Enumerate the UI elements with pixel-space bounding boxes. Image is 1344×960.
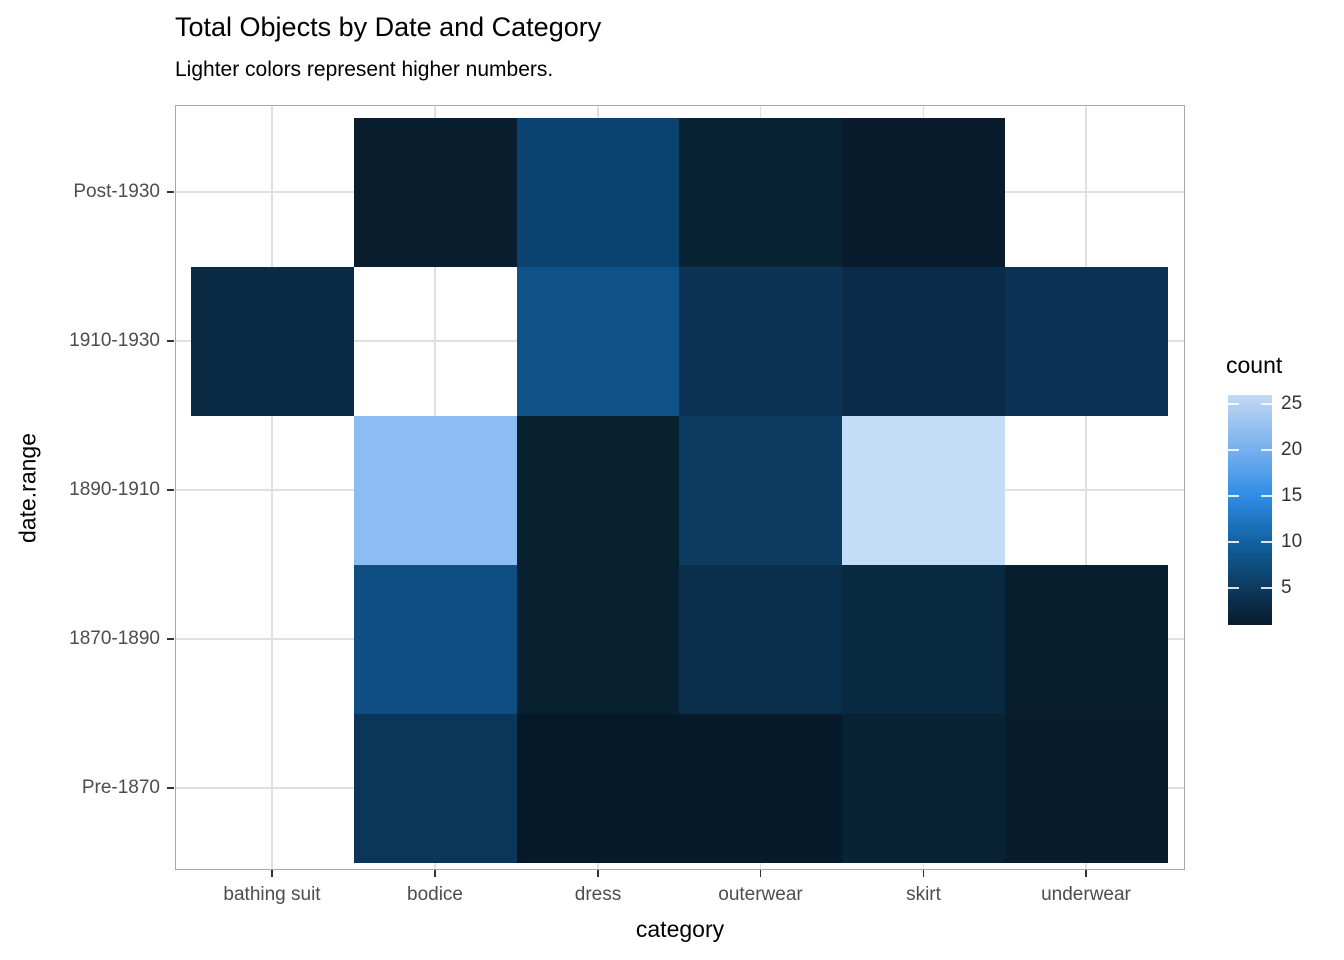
x-axis-tick (922, 870, 925, 877)
heatmap-cell-1870-1890-skirt (842, 564, 1005, 714)
chart-subtitle: Lighter colors represent higher numbers. (175, 58, 554, 81)
heatmap-cell-1870-1890-outerwear (679, 564, 842, 714)
legend-gradient-bar (1228, 395, 1272, 625)
legend-tick-mark (1228, 587, 1239, 590)
heatmap-cell-Pre-1870-bodice (353, 713, 517, 863)
x-axis-label-outerwear: outerwear (718, 884, 803, 905)
x-axis-label-skirt: skirt (906, 884, 941, 905)
y-axis-label-1890-1910: 1890-1910 (69, 479, 160, 500)
heatmap-cell-Pre-1870-outerwear (679, 713, 842, 863)
legend-tick-mark (1228, 495, 1239, 498)
y-axis-label-1870-1890: 1870-1890 (69, 628, 160, 649)
heatmap-cell-1870-1890-dress (516, 564, 680, 714)
y-axis-label-Post-1930: Post-1930 (73, 181, 160, 202)
heatmap-cell-1890-1910-outerwear (679, 415, 842, 565)
x-axis-tick (434, 870, 436, 877)
heatmap-cell-Pre-1870-underwear (1004, 713, 1168, 863)
heatmap-cell-Pre-1870-dress (516, 713, 680, 863)
x-axis-label-bodice: bodice (407, 884, 463, 905)
legend-tick-mark (1261, 495, 1272, 498)
y-axis-tick (167, 787, 174, 789)
heatmap-cell-1870-1890-bodice (353, 564, 517, 714)
legend-tick-mark (1228, 449, 1239, 452)
x-axis-label-bathing-suit: bathing suit (223, 884, 321, 905)
heatmap-cell-Post-1930-outerwear (679, 117, 842, 267)
x-axis-tick (597, 870, 599, 877)
legend-tick-label-20: 20 (1281, 439, 1303, 461)
legend-tick-label-25: 25 (1281, 393, 1303, 415)
heatmap-cell-Post-1930-dress (516, 117, 680, 267)
x-axis-label-underwear: underwear (1041, 884, 1131, 905)
legend-tick-label-15: 15 (1281, 485, 1303, 507)
heatmap-cell-1910-1930-outerwear (679, 266, 842, 416)
legend-tick-mark (1261, 449, 1272, 452)
y-axis-tick (167, 191, 174, 193)
y-axis-title: date.range (14, 433, 41, 543)
heatmap-cell-1890-1910-dress (516, 415, 680, 565)
heatmap-cell-Pre-1870-skirt (842, 713, 1005, 863)
y-axis-label-Pre-1870: Pre-1870 (81, 777, 160, 798)
legend-tick-mark (1228, 541, 1239, 544)
heatmap-cell-Post-1930-bodice (353, 117, 517, 267)
legend-tick-mark (1261, 587, 1272, 590)
x-axis-tick (1085, 870, 1087, 877)
plot-panel (175, 105, 1185, 870)
heatmap-cell-1910-1930-skirt (842, 266, 1005, 416)
legend-tick-mark (1228, 403, 1239, 406)
legend-tick-mark (1261, 403, 1272, 406)
legend-tick-mark (1261, 541, 1272, 544)
heatmap-cell-1910-1930-underwear (1004, 266, 1168, 416)
heatmap-cell-1890-1910-bodice (353, 415, 517, 565)
y-axis-tick (167, 340, 174, 342)
gridline-vertical (271, 105, 273, 870)
x-axis-tick (759, 870, 762, 877)
legend-tick-label-10: 10 (1281, 531, 1303, 553)
heatmap-cell-1870-1890-underwear (1004, 564, 1168, 714)
legend-title: count (1226, 352, 1283, 378)
heatmap-cell-1910-1930-bathing-suit (190, 266, 354, 416)
heatmap-cell-1890-1910-skirt (842, 415, 1005, 565)
heatmap-cell-1910-1930-dress (516, 266, 680, 416)
heatmap-cell-Post-1930-skirt (842, 117, 1005, 267)
y-axis-label-1910-1930: 1910-1930 (69, 330, 160, 351)
y-axis-tick (167, 638, 174, 640)
legend-tick-label-5: 5 (1281, 577, 1292, 599)
x-axis-label-dress: dress (574, 884, 622, 905)
chart-title: Total Objects by Date and Category (175, 12, 602, 42)
gridline-vertical (1085, 105, 1087, 870)
x-axis-tick (271, 870, 273, 877)
x-axis-title: category (635, 916, 725, 942)
y-axis-tick (167, 489, 174, 491)
